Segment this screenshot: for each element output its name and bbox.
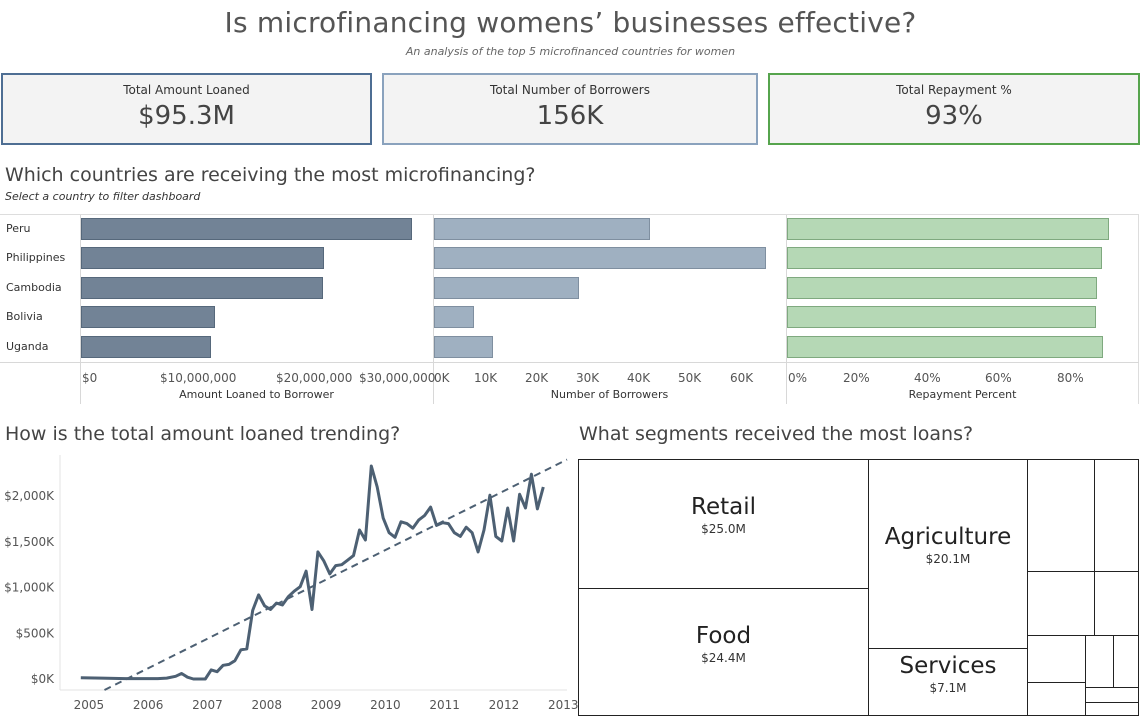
x-tick-label: 2012	[489, 698, 520, 712]
x-axis-title-amount: Amount Loaned to Borrower	[179, 388, 334, 401]
axis-divider	[80, 215, 81, 404]
x-axis-title-borrowers: Number of Borrowers	[550, 388, 669, 401]
bar-philippines[interactable]	[81, 247, 324, 269]
country-bar-charts	[0, 214, 1139, 404]
x-tick-label: 2010	[370, 698, 401, 712]
x-tick-label: 60K	[730, 371, 754, 385]
treemap-cell-services[interactable]: Services $7.1M	[868, 648, 1028, 716]
kpi-label: Total Number of Borrowers	[490, 83, 650, 97]
segment-name: Services	[899, 653, 997, 679]
y-tick-label: $500K	[16, 626, 56, 640]
bar-philippines[interactable]	[787, 247, 1102, 269]
treemap-cell-minor[interactable]	[1027, 571, 1095, 636]
trend-line-chart: $0K $500K $1,000K $1,500K $2,000K 2005 2006 200…	[4, 455, 579, 712]
x-tick-label: $30,000,000	[359, 371, 436, 385]
segment-name: Retail	[691, 494, 756, 520]
segment-name: Food	[695, 623, 752, 649]
x-tick-label: 0K	[434, 371, 450, 385]
x-tick-label: 80%	[1057, 371, 1084, 385]
amount-loaned-line	[80, 464, 545, 681]
country-row-label[interactable]: Philippines	[6, 251, 66, 264]
bar-philippines[interactable]	[434, 247, 766, 269]
kpi-total-borrowers[interactable]: Total Number of Borrowers 156K	[382, 73, 758, 145]
segment-amount: $24.4M	[701, 651, 746, 665]
kpi-total-repayment[interactable]: Total Repayment % 93%	[768, 73, 1140, 145]
treemap-cell-minor[interactable]	[1113, 635, 1139, 688]
kpi-label: Total Amount Loaned	[123, 83, 250, 97]
x-tick-label: $20,000,000	[276, 371, 353, 385]
segments-section-title: What segments received the most loans?	[579, 423, 974, 445]
x-tick-label: 2011	[429, 698, 460, 712]
x-tick-label: 0%	[788, 371, 808, 385]
dashboard-title: Is microfinancing womens’ businesses eff…	[224, 6, 917, 39]
bar-cambodia[interactable]	[81, 277, 323, 299]
treemap-cell-minor[interactable]	[1027, 635, 1086, 683]
bar-uganda[interactable]	[434, 336, 493, 358]
treemap-cell-minor[interactable]	[1094, 571, 1139, 636]
bar-cambodia[interactable]	[787, 277, 1097, 299]
countries-section-title: Which countries are receiving the most m…	[5, 164, 536, 186]
x-tick-label: 60%	[985, 371, 1012, 385]
x-axis-title-repayment: Repayment Percent	[908, 388, 1017, 401]
bar-peru[interactable]	[81, 218, 412, 240]
axis-divider	[433, 215, 434, 404]
segment-amount: $25.0M	[701, 522, 746, 536]
treemap-cell-minor[interactable]	[1085, 635, 1114, 688]
x-tick-label: 40K	[627, 371, 651, 385]
bar-bolivia[interactable]	[434, 306, 474, 328]
treemap-cell-minor[interactable]	[1085, 702, 1139, 716]
x-tick-label: $10,000,000	[160, 371, 237, 385]
country-row-label[interactable]: Peru	[6, 222, 31, 235]
y-tick-label: $1,500K	[4, 535, 55, 549]
treemap-cell-minor[interactable]	[1094, 459, 1139, 572]
treemap-cell-minor[interactable]	[1027, 682, 1086, 716]
trend-line	[104, 458, 568, 691]
bar-peru[interactable]	[434, 218, 650, 240]
countries-section-subtitle: Select a country to filter dashboard	[5, 190, 201, 203]
treemap-cell-minor[interactable]	[1027, 459, 1095, 572]
x-tick-label: 2006	[133, 698, 164, 712]
segment-name: Agriculture	[884, 524, 1012, 550]
country-row-label[interactable]: Uganda	[6, 340, 49, 353]
x-tick-label: 20%	[843, 371, 870, 385]
y-tick-label: $1,000K	[4, 581, 55, 595]
x-tick-label: 10K	[474, 371, 498, 385]
segment-amount: $20.1M	[925, 552, 971, 566]
kpi-total-amount-loaned[interactable]: Total Amount Loaned $95.3M	[1, 73, 372, 145]
kpi-value: 93%	[925, 101, 983, 131]
country-row-label[interactable]: Bolivia	[6, 310, 43, 323]
treemap-cell-food[interactable]: Food $24.4M	[578, 588, 869, 716]
country-row-label[interactable]: Cambodia	[6, 281, 62, 294]
x-tick-label: 40%	[914, 371, 941, 385]
segment-amount: $7.1M	[929, 681, 967, 695]
treemap-cell-retail[interactable]: Retail $25.0M	[578, 459, 869, 589]
kpi-value: 156K	[536, 101, 604, 131]
y-tick-label: $0K	[31, 672, 55, 686]
dashboard-subtitle: An analysis of the top 5 microfinanced c…	[405, 45, 736, 58]
x-tick-label: 2007	[192, 698, 223, 712]
kpi-value: $95.3M	[138, 101, 235, 131]
x-tick-label: 20K	[525, 371, 549, 385]
treemap-cell-minor[interactable]	[1085, 687, 1139, 703]
x-tick-label: 2009	[311, 698, 342, 712]
bar-bolivia[interactable]	[787, 306, 1096, 328]
bar-cambodia[interactable]	[434, 277, 579, 299]
x-tick-label: $0	[82, 371, 98, 385]
bar-bolivia[interactable]	[81, 306, 215, 328]
x-tick-label: 30K	[576, 371, 600, 385]
bar-peru[interactable]	[787, 218, 1109, 240]
x-tick-label: 2008	[251, 698, 282, 712]
x-tick-label: 50K	[678, 371, 702, 385]
kpi-label: Total Repayment %	[896, 83, 1012, 97]
treemap-cell-agriculture[interactable]: Agriculture $20.1M	[868, 459, 1028, 649]
y-tick-label: $2,000K	[4, 489, 55, 503]
x-tick-label: 2013	[548, 698, 579, 712]
trend-section-title: How is the total amount loaned trending?	[5, 423, 401, 445]
axis-baseline	[0, 362, 1139, 363]
x-tick-label: 2005	[74, 698, 105, 712]
bar-uganda[interactable]	[787, 336, 1103, 358]
axis-divider	[786, 215, 787, 404]
bar-uganda[interactable]	[81, 336, 211, 358]
